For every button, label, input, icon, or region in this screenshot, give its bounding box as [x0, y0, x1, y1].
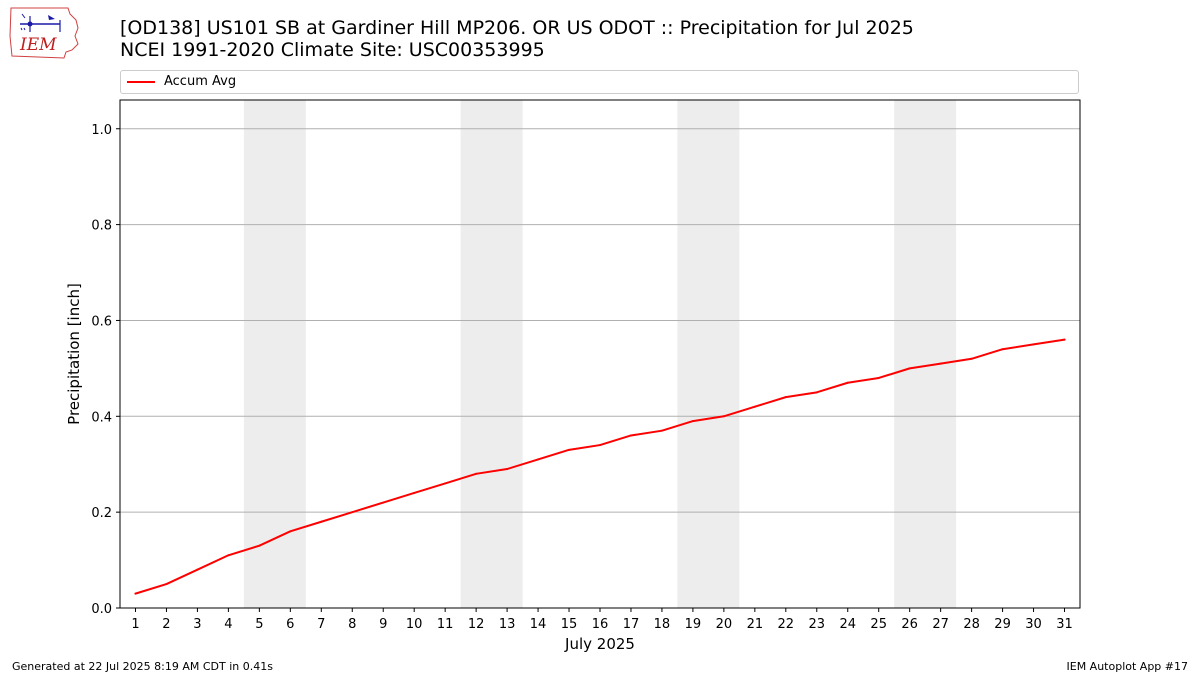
x-tick-label-13: 13	[499, 617, 516, 632]
data-point-day-4	[227, 554, 230, 557]
x-tick-label-3: 3	[193, 617, 201, 632]
x-tick-label-20: 20	[716, 617, 733, 632]
data-point-day-21	[753, 405, 756, 408]
x-tick-label-12: 12	[468, 617, 485, 632]
weekend-shade-band-1	[243, 100, 306, 608]
x-tick-label-2: 2	[162, 617, 170, 632]
data-point-day-30	[1032, 343, 1035, 346]
legend-swatch-accum-avg	[127, 81, 155, 83]
x-tick-label-17: 17	[623, 617, 640, 632]
data-point-day-8	[351, 511, 354, 514]
weekend-shade-band-3	[677, 100, 740, 608]
y-tick-label-0: 0.0	[91, 602, 112, 617]
data-point-day-2	[165, 583, 168, 586]
data-point-day-13	[506, 468, 509, 471]
x-tick-label-21: 21	[747, 617, 764, 632]
data-point-day-26	[908, 367, 911, 370]
x-tick-label-9: 9	[379, 617, 387, 632]
data-point-day-20	[722, 415, 725, 418]
data-point-day-5	[258, 544, 261, 547]
data-point-day-15	[568, 448, 571, 451]
y-tick-label-1: 0.2	[91, 506, 112, 521]
x-tick-label-7: 7	[317, 617, 325, 632]
chart-title-line1: [OD138] US101 SB at Gardiner Hill MP206.…	[120, 17, 914, 39]
data-point-day-23	[815, 391, 818, 394]
y-tick-label-3: 0.6	[91, 314, 112, 329]
legend: Accum Avg	[120, 70, 1079, 94]
chart-title: [OD138] US101 SB at Gardiner Hill MP206.…	[120, 17, 914, 61]
x-tick-label-29: 29	[994, 617, 1011, 632]
weekend-shade-band-2	[460, 100, 523, 608]
data-point-day-28	[970, 357, 973, 360]
y-axis-label: Precipitation [inch]	[65, 283, 83, 425]
autoplot-app-label: IEM Autoplot App #17	[1066, 660, 1189, 673]
data-point-day-18	[660, 429, 663, 432]
x-tick-label-27: 27	[932, 617, 949, 632]
data-point-day-6	[289, 530, 292, 533]
x-tick-label-31: 31	[1056, 617, 1073, 632]
x-tick-label-15: 15	[561, 617, 578, 632]
x-tick-label-8: 8	[348, 617, 356, 632]
chart-title-line2: NCEI 1991-2020 Climate Site: USC00353995	[120, 39, 545, 61]
x-tick-label-4: 4	[224, 617, 232, 632]
data-point-day-25	[877, 376, 880, 379]
x-tick-label-22: 22	[778, 617, 795, 632]
x-tick-label-26: 26	[901, 617, 918, 632]
x-tick-label-14: 14	[530, 617, 547, 632]
data-point-day-19	[691, 420, 694, 423]
data-point-day-27	[939, 362, 942, 365]
svg-text:IEM: IEM	[19, 35, 57, 55]
iem-logo: IEM	[9, 7, 79, 59]
data-point-day-22	[784, 396, 787, 399]
weekend-shade-band-4	[894, 100, 957, 608]
x-tick-label-19: 19	[685, 617, 702, 632]
data-point-day-14	[537, 458, 540, 461]
data-point-day-3	[196, 568, 199, 571]
data-point-day-16	[599, 444, 601, 447]
generated-timestamp: Generated at 22 Jul 2025 8:19 AM CDT in …	[12, 660, 273, 673]
legend-label-accum-avg: Accum Avg	[164, 74, 237, 89]
y-tick-label-2: 0.4	[91, 410, 112, 425]
x-tick-label-30: 30	[1025, 617, 1042, 632]
x-tick-label-1: 1	[131, 617, 139, 632]
data-point-day-31	[1063, 338, 1066, 341]
y-tick-label-4: 0.8	[91, 219, 112, 234]
data-point-day-29	[1001, 348, 1004, 351]
x-tick-label-10: 10	[406, 617, 423, 632]
x-tick-label-24: 24	[839, 617, 856, 632]
data-point-day-12	[475, 472, 478, 475]
x-tick-label-28: 28	[963, 617, 980, 632]
x-tick-label-18: 18	[654, 617, 671, 632]
x-tick-label-11: 11	[437, 617, 454, 632]
x-tick-label-16: 16	[592, 617, 609, 632]
y-tick-label-5: 1.0	[91, 123, 112, 138]
data-point-day-10	[413, 491, 416, 494]
x-tick-label-5: 5	[255, 617, 263, 632]
x-tick-label-23: 23	[809, 617, 826, 632]
x-tick-label-6: 6	[286, 617, 294, 632]
data-point-day-1	[134, 592, 137, 595]
x-tick-label-25: 25	[870, 617, 887, 632]
data-point-day-24	[846, 381, 849, 384]
data-point-day-17	[629, 434, 632, 437]
data-point-day-11	[444, 482, 447, 485]
data-point-day-9	[382, 501, 385, 504]
data-point-day-7	[320, 520, 323, 523]
x-axis-label: July 2025	[564, 635, 635, 653]
